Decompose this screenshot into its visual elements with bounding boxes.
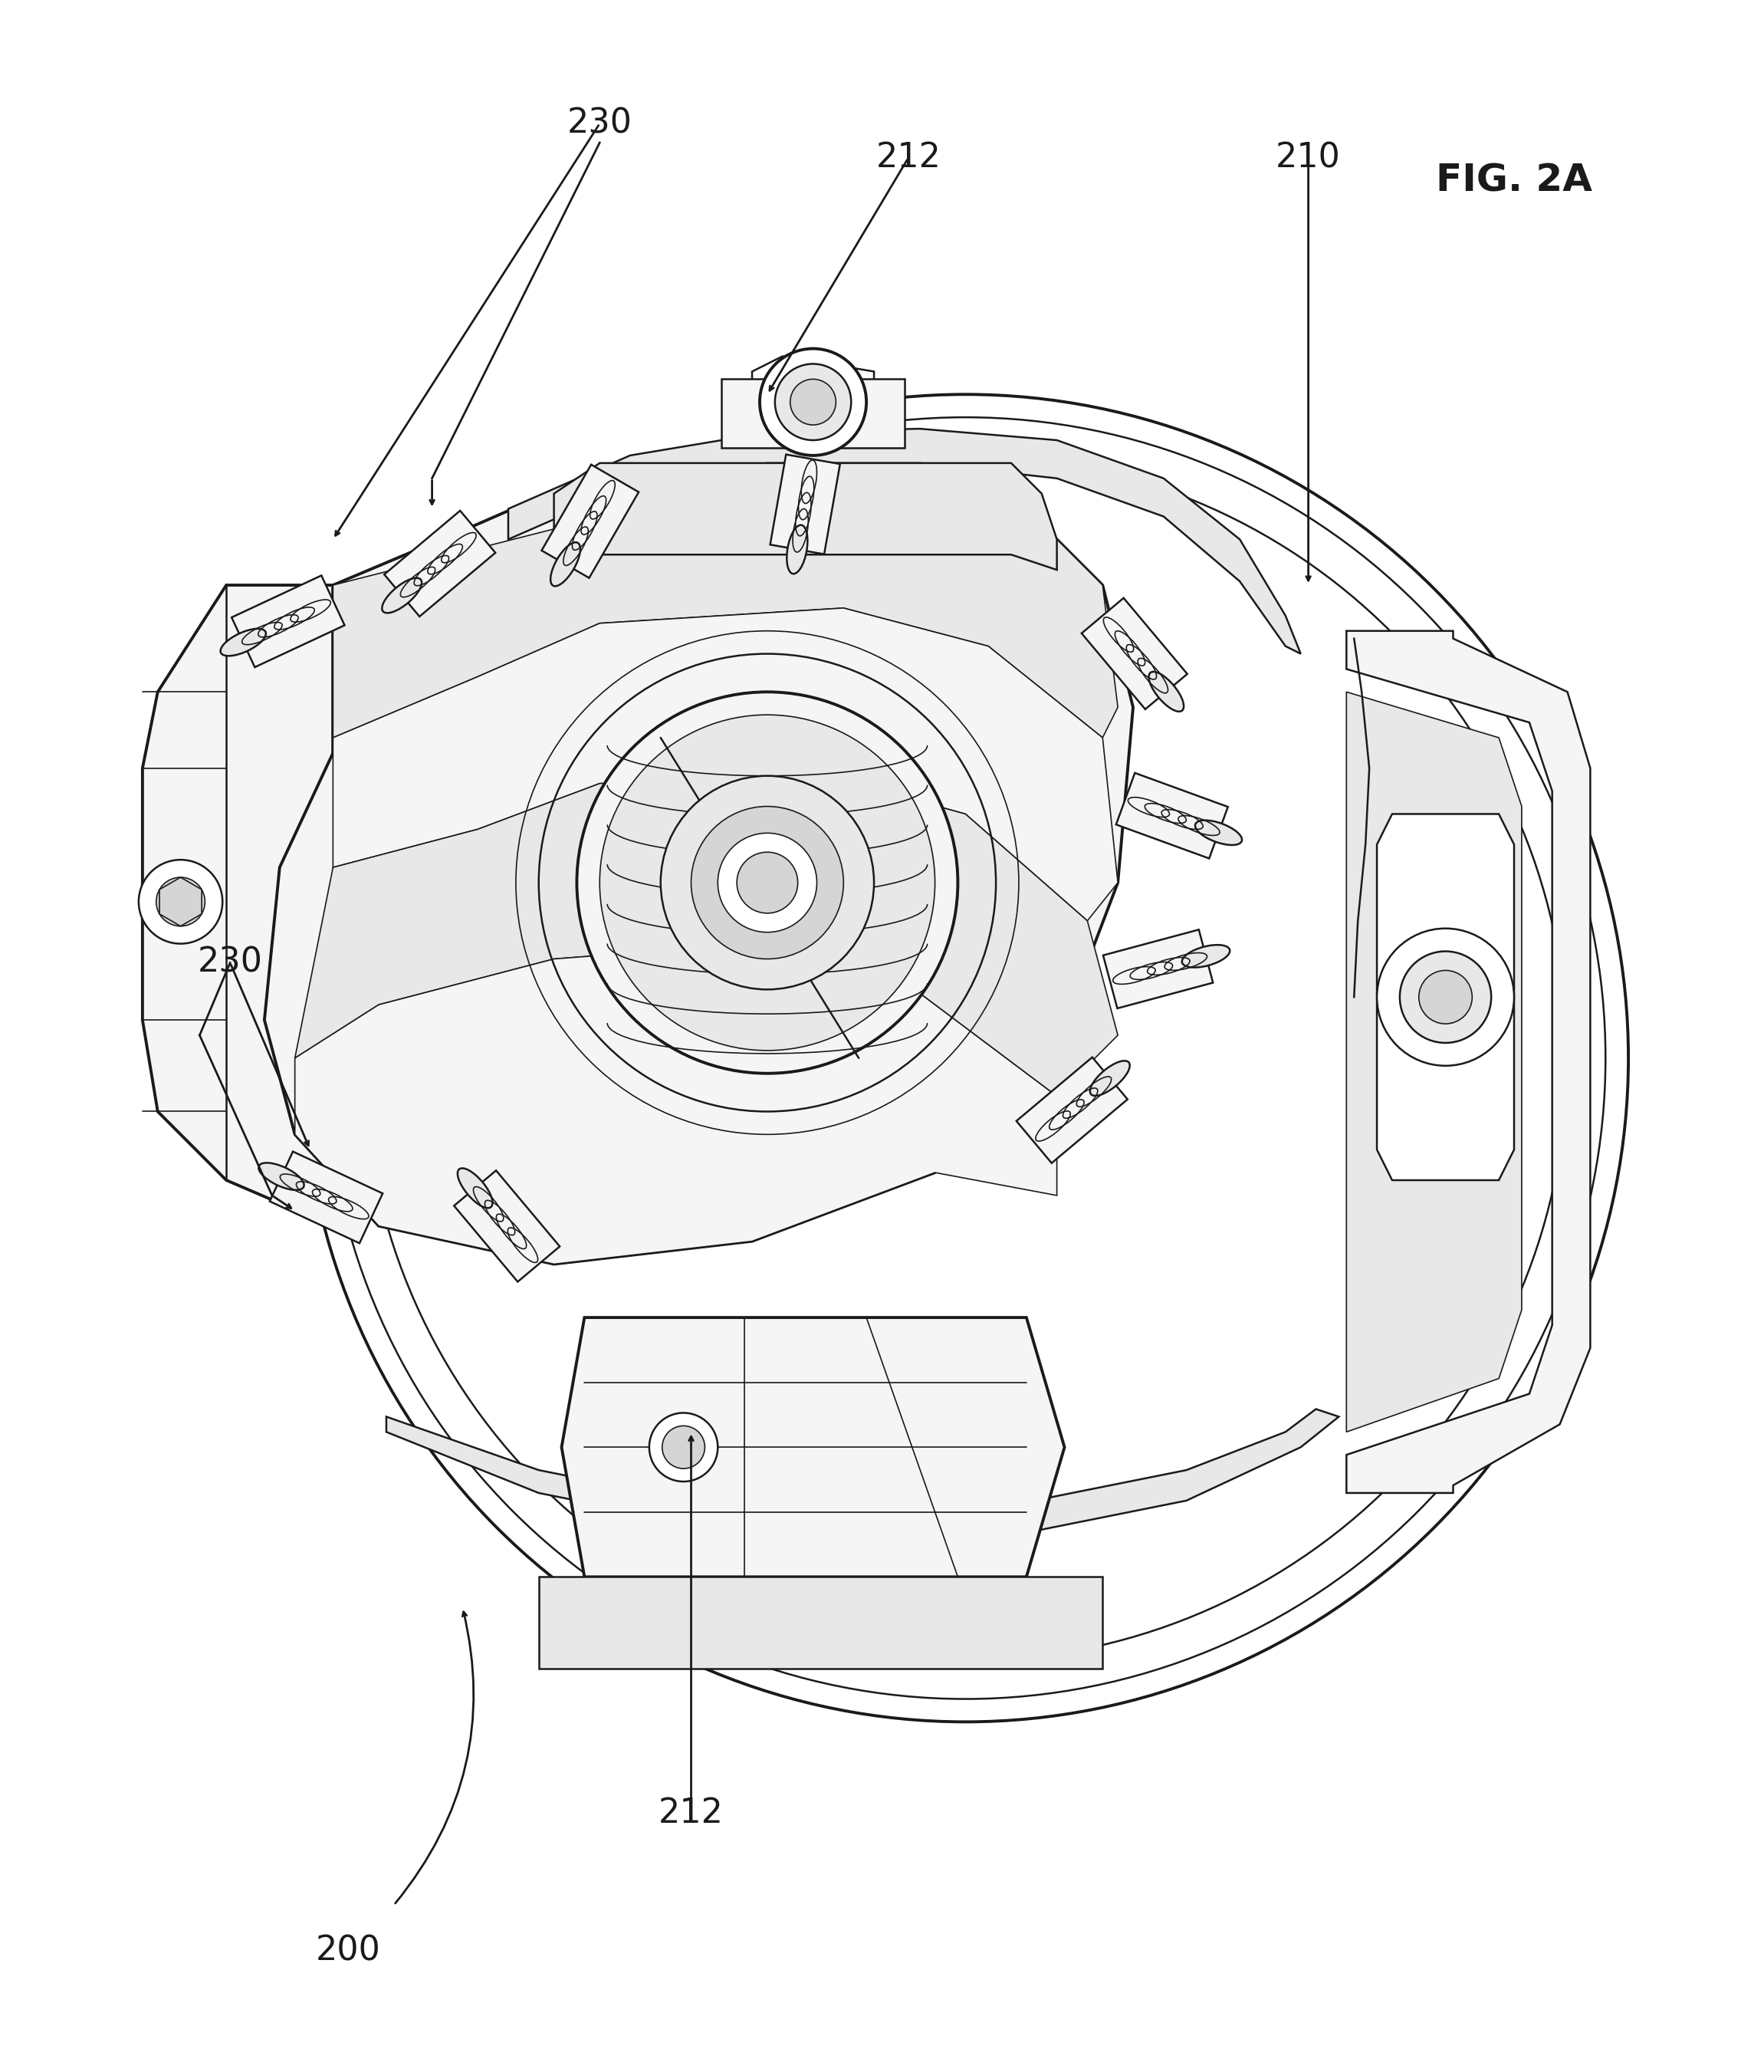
Polygon shape (508, 429, 1300, 655)
Polygon shape (1081, 599, 1187, 709)
Ellipse shape (787, 524, 808, 574)
Circle shape (139, 860, 222, 943)
Circle shape (363, 456, 1568, 1662)
Circle shape (662, 1426, 706, 1469)
Polygon shape (771, 454, 840, 553)
Ellipse shape (220, 628, 266, 657)
Circle shape (649, 1413, 718, 1481)
Circle shape (577, 692, 958, 1073)
Polygon shape (295, 775, 1118, 1096)
Ellipse shape (1182, 945, 1230, 968)
Polygon shape (270, 1152, 383, 1243)
Text: 230: 230 (566, 108, 632, 141)
Polygon shape (1346, 630, 1591, 1494)
Circle shape (774, 365, 852, 439)
Circle shape (691, 806, 843, 959)
Polygon shape (385, 510, 496, 617)
Circle shape (737, 852, 797, 914)
Circle shape (1418, 970, 1473, 1024)
Polygon shape (295, 943, 1057, 1264)
Polygon shape (721, 379, 905, 448)
Polygon shape (1102, 930, 1214, 1009)
Circle shape (302, 394, 1628, 1722)
Polygon shape (231, 576, 344, 667)
Circle shape (157, 876, 205, 926)
Polygon shape (554, 462, 1057, 570)
Polygon shape (538, 1577, 1102, 1668)
Ellipse shape (1148, 671, 1184, 711)
Polygon shape (159, 876, 201, 926)
Ellipse shape (1090, 1061, 1129, 1096)
Circle shape (790, 379, 836, 425)
Ellipse shape (259, 1162, 303, 1189)
Polygon shape (143, 584, 333, 1227)
Polygon shape (561, 1318, 1064, 1577)
Text: 200: 200 (316, 1935, 381, 1966)
Ellipse shape (457, 1169, 492, 1208)
Circle shape (718, 833, 817, 932)
Polygon shape (1117, 773, 1228, 858)
Ellipse shape (1196, 821, 1242, 845)
Circle shape (600, 715, 935, 1051)
Circle shape (760, 348, 866, 456)
Polygon shape (333, 607, 1118, 920)
Circle shape (662, 775, 873, 990)
Circle shape (1378, 928, 1514, 1065)
Ellipse shape (383, 578, 422, 613)
Ellipse shape (550, 543, 580, 586)
Polygon shape (1378, 814, 1514, 1181)
Polygon shape (1016, 1057, 1127, 1162)
Polygon shape (751, 356, 873, 433)
Polygon shape (1346, 692, 1522, 1432)
Text: FIG. 2A: FIG. 2A (1436, 162, 1593, 199)
Polygon shape (542, 464, 639, 578)
Text: 212: 212 (875, 141, 940, 174)
Text: 212: 212 (658, 1796, 723, 1830)
Circle shape (1401, 951, 1491, 1042)
Polygon shape (453, 1171, 559, 1283)
Polygon shape (333, 456, 1118, 738)
Polygon shape (265, 456, 1132, 1264)
Text: 210: 210 (1275, 141, 1341, 174)
Text: 230: 230 (198, 947, 263, 980)
Polygon shape (386, 1409, 1339, 1539)
